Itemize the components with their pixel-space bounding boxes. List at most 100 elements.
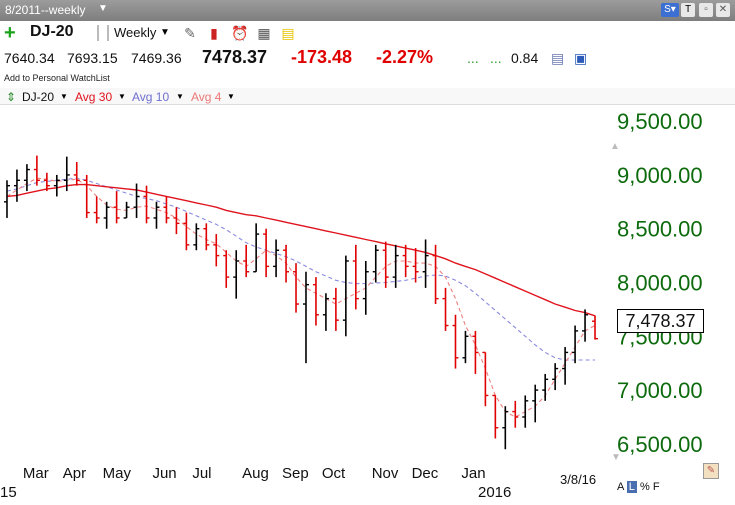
watchlist-link[interactable]: Add to Personal WatchList — [4, 73, 110, 83]
ohlc-bar — [402, 244, 409, 278]
ohlc-bar — [3, 180, 10, 218]
x-tick-label: May — [103, 465, 132, 482]
chevron-down-icon[interactable]: ▼ — [118, 92, 126, 101]
s-menu-button[interactable]: S▾ — [661, 3, 679, 17]
chevron-down-icon[interactable]: ▼ — [60, 92, 68, 101]
database-icon[interactable]: ▤ — [551, 50, 565, 66]
chevron-down-icon[interactable]: ▼ — [160, 27, 170, 38]
ohlc-bar — [452, 314, 459, 369]
y-tick-label: 7,000.00 — [617, 378, 703, 403]
ohlc-bar — [133, 183, 140, 218]
ohlc-bar — [103, 201, 110, 229]
pencil-icon[interactable]: ✎ — [184, 25, 196, 41]
scale-f[interactable]: F — [652, 481, 660, 493]
legend-avg10[interactable]: Avg 10 — [132, 90, 170, 104]
ohlc-bar — [213, 234, 220, 267]
ohlc-bar — [143, 185, 150, 224]
ohlc-bar — [372, 244, 379, 283]
change-value: -173.48 — [291, 47, 353, 67]
x-year-right: 2016 — [478, 484, 511, 501]
scale-a[interactable]: A — [617, 481, 624, 493]
pen-tool-icon[interactable]: ✎ — [703, 463, 719, 479]
ohlc-bar — [13, 169, 20, 202]
ohlc-bar — [572, 325, 579, 364]
plus-icon[interactable]: + — [4, 22, 16, 44]
x-tick-label: Sep — [282, 465, 309, 482]
text-size-button[interactable]: T — [681, 3, 695, 17]
restore-window-icon[interactable]: ▫ — [699, 3, 713, 17]
ohlc-bar — [312, 277, 319, 326]
ohlc-bar — [332, 287, 339, 331]
low-value: 7469.36 — [131, 50, 182, 66]
bars-icon[interactable]: ▮ — [210, 25, 218, 41]
ohlc-bar — [562, 347, 569, 385]
ohlc-bar — [542, 373, 549, 401]
ohlc-bar — [472, 330, 479, 374]
symbol-label[interactable]: DJ-20 — [30, 23, 74, 40]
legend-move-icon[interactable]: ⇕ — [6, 90, 17, 104]
chevron-down-icon[interactable]: ▼ — [227, 92, 235, 101]
calculator-icon[interactable]: ▦ — [257, 25, 271, 41]
legend-avg4[interactable]: Avg 4 — [191, 90, 222, 104]
price-chart[interactable]: 9,500.00 9,000.00 8,500.00 8,000.00 7,500.00… — [0, 105, 735, 505]
ohlc-bar — [432, 244, 439, 305]
scale-pct[interactable]: % — [639, 481, 650, 493]
ohlc-bar — [352, 244, 359, 310]
ohlc-bar — [53, 174, 60, 197]
avg4-line — [6, 177, 596, 418]
ohlc-bar — [43, 172, 50, 192]
x-tick-label: Aug — [242, 465, 269, 482]
divider-icon — [97, 25, 109, 41]
scale-l[interactable]: L — [626, 481, 637, 493]
note-icon[interactable]: ▤ — [281, 25, 295, 41]
ohlc-bar — [442, 287, 449, 331]
x-tick-label: Mar — [23, 465, 49, 482]
save-icon[interactable]: ▣ — [574, 50, 588, 66]
alarm-clock-icon[interactable]: ⏰ — [231, 25, 249, 41]
ohlc-bar — [502, 406, 509, 450]
ohlc-bar — [223, 250, 230, 288]
indicator-dots: ... — [467, 50, 479, 66]
open-value: 7640.34 — [4, 50, 55, 66]
x-tick-label: Jun — [152, 465, 176, 482]
title-dropdown-icon[interactable]: ▼ — [98, 3, 108, 14]
chart-legend: ⇕ DJ-20 ▼ Avg 30 ▼ Avg 10 ▼ Avg 4 ▼ — [0, 88, 735, 105]
ohlc-bar — [33, 155, 40, 186]
x-tick-label: Dec — [412, 465, 439, 482]
ohlc-bar — [492, 394, 499, 439]
legend-avg30[interactable]: Avg 30 — [75, 90, 113, 104]
scale-options: A L % F — [617, 481, 660, 493]
ohlc-bar — [382, 241, 389, 288]
legend-symbol[interactable]: DJ-20 — [22, 90, 55, 104]
y-tick-label: 9,000.00 — [617, 163, 703, 188]
ohlc-bar — [582, 309, 589, 342]
chevron-down-icon[interactable]: ▼ — [176, 92, 184, 101]
ohlc-bar — [193, 223, 200, 251]
scroll-up-icon[interactable]: ▲ — [610, 141, 620, 152]
ohlc-bar — [63, 156, 70, 192]
close-window-icon[interactable]: ✕ — [716, 3, 730, 17]
ohlc-bar — [203, 223, 210, 251]
ohlc-bar — [263, 228, 270, 278]
indicator-dots-2: ... — [490, 50, 502, 66]
ohlc-bar — [293, 263, 300, 313]
chart-svg: 9,500.009,000.008,500.008,000.007,500.00… — [0, 109, 703, 501]
ohlc-bar — [302, 271, 309, 364]
scroll-down-icon[interactable]: ▼ — [611, 452, 621, 463]
ohlc-bar — [482, 351, 489, 407]
x-tick-label: Apr — [63, 465, 86, 482]
ohlc-bar — [243, 244, 250, 278]
window-title-bar: 8/2011--weekly ▼ S▾ T ▫ ✕ — [0, 0, 735, 21]
ohlc-bar — [183, 212, 190, 251]
quote-row: 7640.34 7693.15 7469.36 7478.37 -173.48 … — [0, 46, 735, 72]
x-tick-label: Jan — [461, 465, 485, 482]
last-price: 7478.37 — [202, 47, 268, 67]
ohlc-bar — [253, 223, 260, 273]
last-price-box: 7,478.37 — [617, 309, 704, 333]
x-tick-label: Nov — [372, 465, 399, 482]
y-tick-label: 6,500.00 — [617, 432, 703, 457]
avg30-line — [6, 183, 596, 317]
ohlc-bar — [23, 164, 30, 192]
period-select[interactable]: Weekly — [114, 25, 157, 40]
ohlc-bar — [392, 244, 399, 288]
